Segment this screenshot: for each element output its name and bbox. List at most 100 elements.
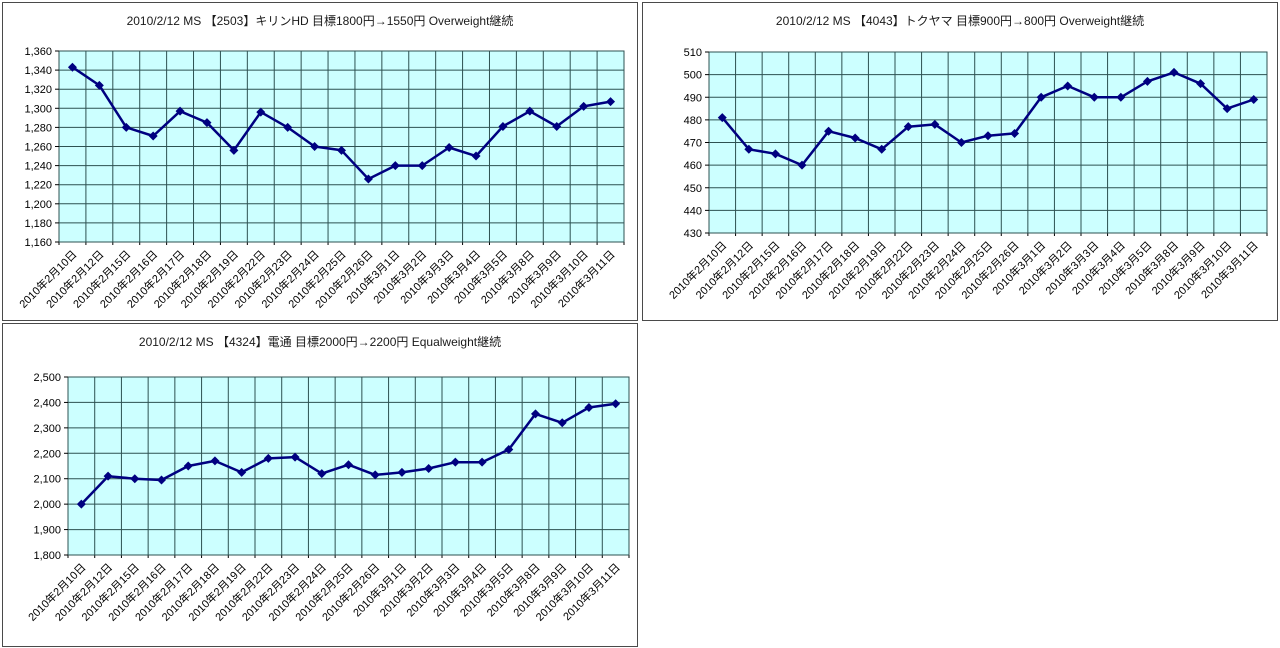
data-point: [1116, 92, 1126, 102]
data-point: [797, 160, 807, 170]
y-tick-label: 470: [684, 138, 702, 150]
data-point: [531, 409, 540, 419]
data-point: [424, 464, 434, 474]
data-point: [344, 460, 353, 470]
data-point: [1010, 128, 1020, 138]
data-point: [584, 403, 594, 413]
y-tick-label: 1,280: [24, 122, 52, 134]
y-tick-label: 2,300: [33, 423, 61, 435]
y-tick-label: 510: [684, 47, 702, 59]
data-point: [256, 107, 266, 117]
y-tick-label: 2,200: [33, 448, 61, 460]
data-point: [183, 461, 193, 471]
y-tick-label: 500: [684, 70, 702, 82]
data-point: [417, 161, 427, 171]
data-point: [67, 62, 77, 72]
y-tick-label: 440: [684, 205, 702, 217]
data-point: [121, 122, 131, 132]
data-point: [1036, 92, 1046, 102]
data-point: [877, 144, 887, 154]
data-point: [983, 131, 993, 141]
chart-panel-dentsu: 2010/2/12 MS 【4324】電通 目標2000円→2200円 Equa…: [2, 323, 638, 647]
chart-canvas: 1,800 1,900 2,000 2,100 2,200 2,300 2,400 2,500…: [25, 372, 630, 624]
data-point: [229, 145, 239, 155]
y-tick-label: 2,000: [33, 499, 61, 511]
data-point: [1249, 95, 1259, 105]
data-point: [290, 452, 300, 462]
data-point: [471, 151, 481, 161]
chart-title: 2010/2/12 MS 【4324】電通 目標2000円→2200円 Equa…: [138, 335, 502, 349]
data-point: [557, 418, 567, 428]
data-point: [103, 471, 113, 481]
data-point: [1196, 79, 1206, 89]
y-tick-label: 1,320: [24, 84, 52, 96]
y-tick-label: 1,200: [24, 199, 52, 211]
data-point: [263, 453, 273, 463]
data-point: [444, 142, 454, 152]
y-tick-label: 480: [684, 115, 702, 127]
data-point: [283, 122, 293, 132]
data-point: [606, 97, 616, 107]
data-point: [1142, 76, 1152, 86]
data-point: [770, 149, 780, 159]
chart-canvas: 1,160 1,180 1,200 1,220 1,240 1,260 1,280 1,300…: [16, 46, 625, 311]
data-point: [1222, 104, 1232, 114]
y-tick-label: 1,160: [24, 237, 52, 249]
y-tick-label: 2,100: [33, 474, 61, 486]
y-tick-label: 1,800: [33, 550, 61, 562]
chart-panel-kirin-hd: 2010/2/12 MS 【2503】キリンHD 目標1800円→1550円 O…: [2, 2, 638, 321]
data-point: [148, 131, 158, 141]
data-point: [1089, 92, 1099, 102]
chart-canvas: 4304404504604704804905005102010年2月10日201…: [666, 47, 1268, 302]
data-point: [175, 106, 185, 116]
data-point: [903, 122, 913, 132]
data-point: [202, 118, 212, 128]
data-point: [956, 138, 966, 147]
y-tick-label: 490: [684, 92, 702, 104]
data-point: [498, 121, 508, 131]
data-point: [579, 101, 589, 111]
data-point: [504, 444, 514, 454]
data-point: [930, 119, 940, 129]
data-point: [390, 161, 400, 171]
data-point: [337, 145, 346, 155]
data-point: [611, 399, 621, 409]
y-tick-label: 2,400: [33, 397, 61, 409]
data-point: [717, 113, 727, 123]
y-tick-label: 430: [684, 228, 702, 240]
data-point: [94, 80, 104, 90]
data-point: [1169, 67, 1179, 77]
data-point: [310, 142, 320, 151]
data-point: [130, 474, 140, 484]
chart-panel-tokuyama: 2010/2/12 MS 【4043】トクヤマ 目標900円→800円 Over…: [642, 2, 1278, 321]
y-tick-label: 1,900: [33, 525, 61, 537]
y-tick-label: 2,500: [33, 372, 61, 384]
data-point: [397, 467, 407, 477]
y-tick-label: 1,340: [24, 65, 52, 77]
y-tick-label: 1,180: [24, 218, 52, 230]
data-point: [317, 469, 327, 479]
data-point: [210, 456, 220, 466]
chart-title: 2010/2/12 MS 【2503】キリンHD 目標1800円→1550円 O…: [126, 14, 514, 28]
y-tick-label: 1,360: [24, 46, 52, 58]
data-point: [525, 106, 535, 116]
y-tick-label: 1,260: [24, 142, 52, 154]
data-point: [370, 470, 380, 480]
y-tick-label: 1,220: [24, 180, 52, 192]
data-point: [157, 475, 166, 485]
data-point: [450, 457, 460, 467]
y-tick-label: 460: [684, 160, 702, 172]
data-point: [237, 467, 247, 477]
data-point: [850, 133, 860, 143]
y-tick-label: 1,300: [24, 103, 52, 115]
data-point: [76, 499, 86, 509]
data-point: [552, 121, 562, 131]
y-tick-label: 1,240: [24, 161, 52, 173]
chart-title: 2010/2/12 MS 【4043】トクヤマ 目標900円→800円 Over…: [775, 14, 1145, 28]
data-point: [477, 457, 487, 467]
data-point: [363, 174, 373, 184]
data-point: [744, 144, 754, 154]
data-point: [1063, 81, 1073, 91]
data-point: [824, 126, 834, 136]
